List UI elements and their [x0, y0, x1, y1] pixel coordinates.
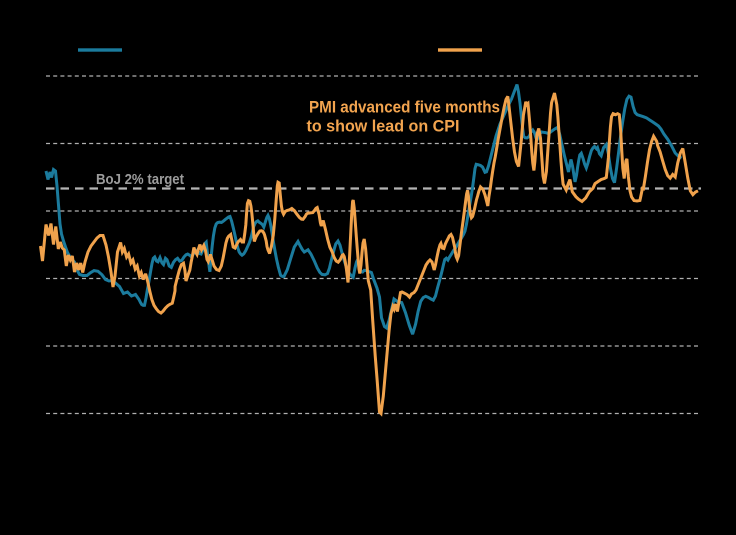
annotation-line-2: to show lead on CPI: [307, 117, 460, 136]
legend: [78, 48, 482, 52]
legend-swatch-cpi: [78, 48, 122, 52]
series-line-pmi: [39, 92, 699, 417]
annotation-line-1: PMI advanced five months: [309, 98, 500, 117]
boj-target-label: BoJ 2% target: [96, 172, 184, 188]
series-lines: [39, 83, 699, 417]
series-line-cpi: [44, 83, 683, 335]
legend-swatch-pmi: [438, 48, 482, 52]
